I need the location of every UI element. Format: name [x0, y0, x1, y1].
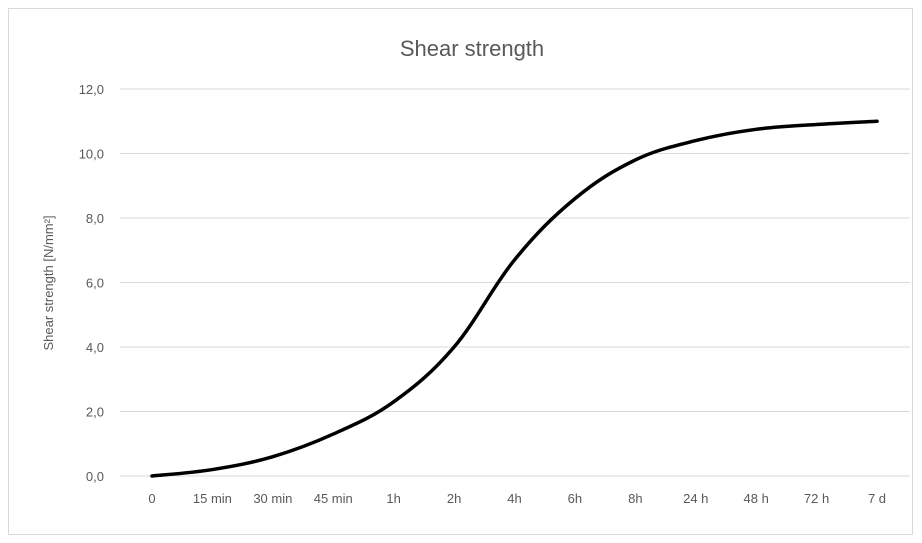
y-axis-label: Shear strength [N/mm²]: [41, 215, 56, 350]
x-tick-label: 7 d: [868, 491, 886, 506]
x-tick-label: 8h: [628, 491, 642, 506]
x-tick-labels: 0 15 min 30 min 45 min 1h 2h 4h 6h 8h 24 h 48 h 72 …: [148, 491, 886, 506]
x-tick-label: 1h: [386, 491, 400, 506]
x-tick-label: 4h: [507, 491, 521, 506]
x-tick-label: 0: [148, 491, 155, 506]
x-tick-label: 2h: [447, 491, 461, 506]
series-layer: [150, 119, 879, 478]
x-tick-label: 24 h: [683, 491, 708, 506]
series-line: [150, 119, 879, 478]
y-tick-label: 6,0: [86, 276, 104, 291]
x-tick-label: 48 h: [744, 491, 769, 506]
x-tick-label: 45 min: [314, 491, 353, 506]
x-tick-label: 6h: [568, 491, 582, 506]
y-tick-label: 2,0: [86, 405, 104, 420]
y-tick-label: 8,0: [86, 211, 104, 226]
x-tick-label: 72 h: [804, 491, 829, 506]
y-tick-label: 10,0: [79, 147, 104, 162]
y-tick-label: 4,0: [86, 340, 104, 355]
x-tick-label: 15 min: [193, 491, 232, 506]
y-tick-label: 0,0: [86, 469, 104, 484]
y-tick-labels: 0,0 2,0 4,0 6,0 8,0 10,0 12,0: [79, 82, 104, 484]
y-tick-label: 12,0: [79, 82, 104, 97]
chart-title: Shear strength: [400, 36, 544, 61]
gridlines: [120, 88, 910, 477]
chart-frame: [8, 8, 913, 535]
x-tick-label: 30 min: [253, 491, 292, 506]
